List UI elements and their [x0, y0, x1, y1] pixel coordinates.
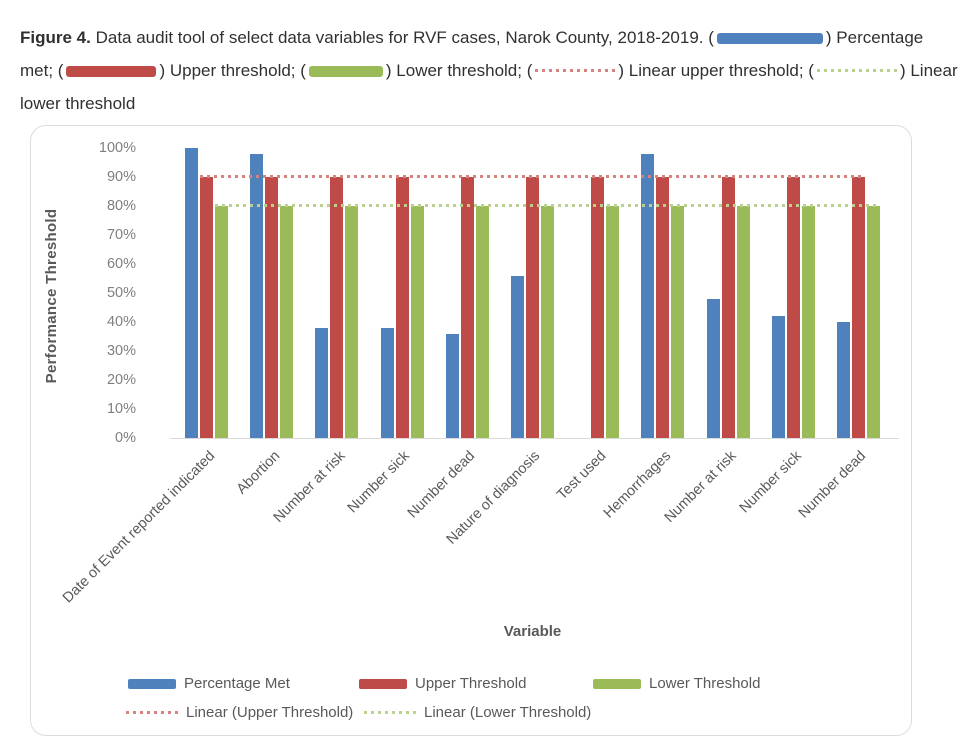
- x-axis-line: [170, 437, 899, 439]
- bar-lower-threshold-3: [410, 206, 424, 438]
- legend-swatch-percentage-met: [128, 678, 176, 689]
- bar-percentage-met-4: [445, 333, 459, 438]
- legend-item-linear-upper-threshold-: Linear (Upper Threshold): [126, 704, 353, 721]
- bar-upper-threshold-2: [330, 177, 344, 438]
- bar-percentage-met-1: [250, 153, 264, 438]
- caption-text-after-red-dotted: ) Linear upper threshold; (: [618, 61, 814, 80]
- bar-upper-threshold-3: [395, 177, 409, 438]
- legend-item-linear-lower-threshold-: Linear (Lower Threshold): [364, 704, 591, 721]
- x-label-0-date-of-event-reported-indicated: Date of Event reported indicated: [59, 448, 218, 607]
- bar-lower-threshold-5: [540, 206, 554, 438]
- trendline-linear-upper-threshold-: [200, 175, 865, 178]
- y-tick-70pct: 70%: [106, 227, 136, 243]
- y-tick-100pct: 100%: [98, 140, 136, 156]
- y-axis-title: Performance Threshold: [43, 208, 60, 384]
- bar-percentage-met-2: [315, 327, 329, 438]
- chart-card: Performance Threshold Date of Event repo…: [30, 125, 912, 736]
- caption-text-after-green-dotted: ) Linear lower threshold: [20, 61, 958, 113]
- caption-swatch-lower-threshold: [308, 66, 383, 77]
- caption-text-after-green: ) Lower threshold; (: [385, 61, 533, 80]
- y-tick-10pct: 10%: [106, 401, 136, 417]
- bar-lower-threshold-4: [475, 206, 489, 438]
- bar-lower-threshold-2: [345, 206, 359, 438]
- bar-percentage-met-9: [771, 316, 785, 438]
- bar-upper-threshold-7: [656, 177, 670, 438]
- legend-label-linear-upper-threshold-: Linear (Upper Threshold): [186, 704, 354, 721]
- y-tick-20pct: 20%: [106, 372, 136, 388]
- x-axis-title: Variable: [503, 623, 562, 640]
- bar-upper-threshold-0: [200, 177, 213, 438]
- caption-text-after-red: ) Upper threshold; (: [159, 61, 306, 80]
- legend-label-percentage-met: Percentage Met: [184, 675, 290, 692]
- bar-percentage-met-5: [510, 275, 524, 438]
- bar-upper-threshold-4: [460, 177, 474, 438]
- legend-label-lower-threshold: Lower Threshold: [649, 675, 761, 692]
- x-label-7-hemorrhages: Hemorrhages: [600, 448, 675, 522]
- legend-label-linear-lower-threshold-: Linear (Lower Threshold): [424, 704, 592, 721]
- x-label-4-number-dead: Number dead: [405, 448, 479, 522]
- y-tick-50pct: 50%: [106, 285, 136, 301]
- bar-percentage-met-10: [836, 322, 850, 438]
- bar-upper-threshold-10: [851, 177, 865, 438]
- caption-swatch-linear-lower-threshold: [816, 69, 897, 72]
- legend-item-upper-threshold: Upper Threshold: [359, 675, 526, 692]
- bar-percentage-met-3: [380, 327, 394, 438]
- caption-swatch-linear-upper-threshold: [535, 69, 616, 72]
- bar-upper-threshold-1: [265, 177, 279, 438]
- caption-swatch-upper-threshold: [66, 66, 157, 77]
- y-tick-40pct: 40%: [106, 314, 136, 330]
- bar-lower-threshold-0: [215, 206, 228, 438]
- caption-text-intro: Data audit tool of select data variables…: [90, 28, 714, 47]
- bar-lower-threshold-7: [671, 206, 685, 438]
- bar-lower-threshold-1: [280, 206, 294, 438]
- bar-lower-threshold-6: [606, 206, 620, 438]
- y-tick-0pct: 0%: [115, 430, 136, 446]
- bar-lower-threshold-10: [866, 206, 880, 438]
- x-label-1-abortion: Abortion: [233, 448, 284, 498]
- legend-swatch-lower-threshold: [593, 678, 641, 689]
- y-tick-60pct: 60%: [106, 256, 136, 272]
- plot-area: Date of Event reported indicated Abortion…: [59, 148, 899, 606]
- bar-upper-threshold-9: [786, 177, 800, 438]
- legend-item-lower-threshold: Lower Threshold: [593, 675, 760, 692]
- y-tick-80pct: 80%: [106, 198, 136, 214]
- bar-percentage-met-7: [641, 153, 655, 438]
- bar-percentage-met-0: [185, 148, 198, 438]
- x-label-10-number-dead: Number dead: [796, 448, 870, 522]
- bar-percentage-met-8: [706, 298, 720, 438]
- y-tick-30pct: 30%: [106, 343, 136, 359]
- legend-swatch-linear-upper-threshold-: [126, 711, 178, 714]
- legend-swatch-upper-threshold: [359, 678, 407, 689]
- bar-upper-threshold-8: [721, 177, 735, 438]
- x-label-9-number-sick: Number sick: [736, 448, 805, 517]
- y-tick-90pct: 90%: [106, 169, 136, 185]
- bar-lower-threshold-9: [801, 206, 815, 438]
- legend-item-percentage-met: Percentage Met: [128, 675, 290, 692]
- legend-swatch-linear-lower-threshold-: [364, 711, 416, 714]
- trendline-linear-lower-threshold-: [215, 204, 880, 207]
- caption-figure-label: Figure 4.: [20, 28, 91, 47]
- x-label-6-test-used: Test used: [553, 448, 609, 504]
- bar-lower-threshold-8: [736, 206, 750, 438]
- figure-caption: Figure 4. Data audit tool of select data…: [20, 21, 958, 120]
- caption-swatch-percentage-met: [716, 33, 823, 44]
- bar-upper-threshold-6: [591, 177, 605, 438]
- x-label-3-number-sick: Number sick: [345, 448, 414, 517]
- caption-text-after-blue: ) Percentage met; (: [20, 28, 924, 80]
- legend-label-upper-threshold: Upper Threshold: [415, 675, 527, 692]
- bar-upper-threshold-5: [525, 177, 539, 438]
